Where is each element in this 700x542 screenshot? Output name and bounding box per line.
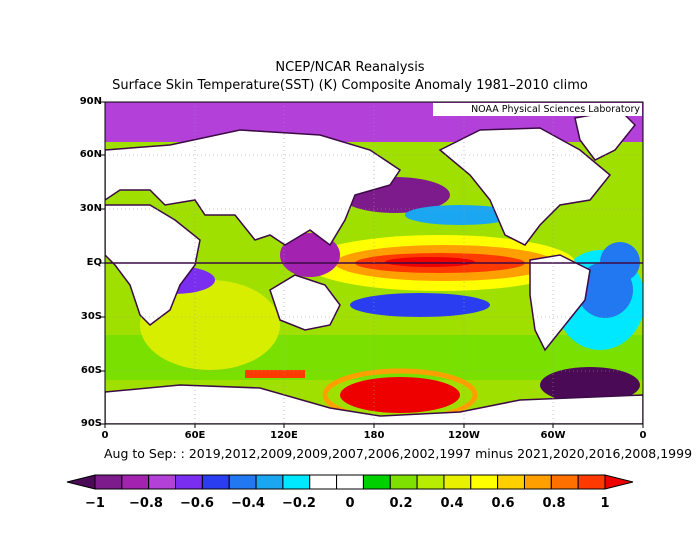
atlantic-tropics-cool bbox=[600, 242, 640, 282]
colorbar-arrow-right bbox=[604, 474, 634, 490]
colorbar-swatch bbox=[362, 474, 391, 490]
colorbar-label: −1 bbox=[85, 496, 105, 511]
colorbar-swatch bbox=[94, 474, 123, 490]
lat-label: 90N bbox=[79, 96, 102, 107]
colorbar-label: −0.6 bbox=[180, 496, 214, 511]
lat-label: 30S bbox=[80, 311, 102, 322]
colorbar-swatch bbox=[175, 474, 203, 490]
colorbar-label: −0.2 bbox=[282, 496, 316, 511]
colorbar-swatch bbox=[148, 474, 177, 490]
colorbar-label: 1 bbox=[600, 496, 610, 511]
lon-label: 120W bbox=[448, 430, 480, 441]
west-pacific-cool bbox=[280, 233, 340, 277]
figure-title: NCEP/NCAR Reanalysis bbox=[275, 60, 425, 75]
lat-label: 60N bbox=[79, 149, 102, 160]
lat-label: 90S bbox=[80, 418, 102, 429]
lon-label: 60W bbox=[540, 430, 566, 441]
lon-label: 120E bbox=[270, 430, 298, 441]
land-eurasia bbox=[105, 129, 402, 247]
colorbar-swatch bbox=[443, 474, 472, 490]
ross-sea-warm bbox=[340, 377, 460, 413]
land-antarctica bbox=[105, 384, 643, 424]
land-australia bbox=[269, 274, 341, 331]
colorbar-swatch bbox=[201, 474, 230, 490]
colorbar-label: 0.6 bbox=[491, 496, 515, 511]
lat-label: 60S bbox=[80, 365, 102, 376]
colorbar-swatch bbox=[389, 474, 418, 490]
credit-label: NOAA Physical Sciences Laboratory bbox=[433, 103, 642, 116]
colorbar-arrow-left bbox=[66, 474, 96, 490]
graticule bbox=[105, 102, 643, 424]
colorbar-swatch bbox=[282, 474, 311, 490]
lat-label: EQ bbox=[86, 257, 102, 268]
lon-label: 0 bbox=[639, 430, 647, 441]
lon-label: 0 bbox=[101, 430, 109, 441]
lat-label: 30N bbox=[79, 203, 102, 214]
colorbar-label: −0.8 bbox=[129, 496, 163, 511]
colorbar-swatch bbox=[470, 474, 499, 490]
weddell-cool bbox=[540, 367, 640, 403]
colorbar-swatch bbox=[228, 474, 257, 490]
pacific-warm-peak bbox=[385, 257, 475, 267]
colorbar-swatch bbox=[309, 474, 338, 490]
colorbar-label: 0.2 bbox=[389, 496, 413, 511]
composite-years-footer: Aug to Sep: : 2019,2012,2009,2009,2007,2… bbox=[104, 446, 693, 461]
indian-ocean-warm bbox=[140, 280, 280, 370]
colorbar-swatch bbox=[550, 474, 579, 490]
land-africa bbox=[105, 204, 201, 326]
north-pacific-cool-edge bbox=[405, 205, 515, 225]
figure-subtitle: Surface Skin Temperature(SST) (K) Compos… bbox=[112, 78, 588, 93]
south-pacific-cool bbox=[350, 293, 490, 317]
colorbar-swatch bbox=[121, 474, 150, 490]
colorbar-label: 0.8 bbox=[542, 496, 566, 511]
colorbar-label: −0.4 bbox=[231, 496, 265, 511]
lon-label: 60E bbox=[184, 430, 206, 441]
colorbar-label: 0 bbox=[345, 496, 355, 511]
sst-anomaly-map bbox=[101, 101, 644, 428]
sub-antarctic-warm-strip bbox=[245, 370, 305, 378]
colorbar-swatch bbox=[416, 474, 445, 490]
colorbar-swatch bbox=[577, 474, 606, 490]
colorbar bbox=[66, 474, 634, 490]
land-south-america bbox=[529, 254, 591, 352]
land-north-america bbox=[438, 127, 612, 246]
colorbar-swatch bbox=[523, 474, 552, 490]
colorbar-label: 0.4 bbox=[440, 496, 464, 511]
colorbar-swatch bbox=[255, 474, 284, 490]
tick-marks bbox=[101, 101, 644, 428]
colorbar-swatch bbox=[497, 474, 525, 490]
lon-label: 180 bbox=[363, 430, 385, 441]
colorbar-swatch bbox=[336, 474, 364, 490]
